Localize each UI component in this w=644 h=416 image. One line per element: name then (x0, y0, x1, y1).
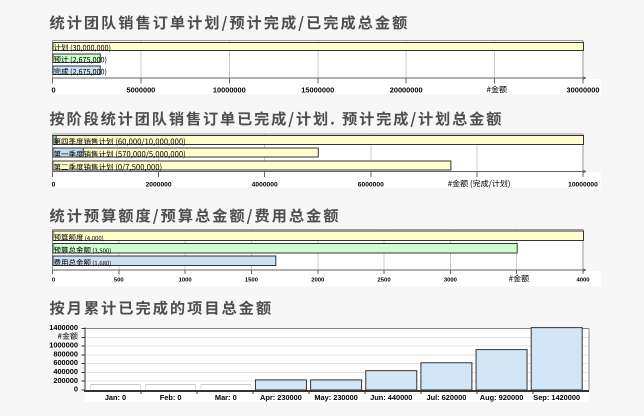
svg-text:800000: 800000 (53, 349, 78, 358)
svg-text:1500: 1500 (245, 277, 259, 283)
svg-text:Feb: 0: Feb: 0 (160, 393, 182, 402)
svg-text:2000000: 2000000 (146, 181, 172, 188)
svg-text:10000000: 10000000 (568, 181, 598, 188)
svg-text:Aug: 920000: Aug: 920000 (480, 393, 524, 402)
svg-text:0: 0 (52, 181, 56, 188)
svg-text:Jan: 0: Jan: 0 (105, 393, 126, 402)
svg-text:4000: 4000 (576, 277, 590, 283)
svg-text:30000000: 30000000 (567, 85, 600, 94)
svg-text:15000000: 15000000 (301, 85, 334, 94)
svg-text:200000: 200000 (53, 376, 78, 385)
svg-text:400000: 400000 (53, 367, 78, 376)
svg-text:1000: 1000 (179, 277, 193, 283)
svg-text:0: 0 (51, 85, 55, 94)
svg-text:Jun: 440000: Jun: 440000 (370, 393, 412, 402)
svg-text:20000000: 20000000 (390, 85, 423, 94)
svg-text:2500: 2500 (378, 277, 392, 283)
svg-text:0: 0 (52, 277, 56, 283)
svg-text:2000: 2000 (311, 277, 325, 283)
svg-text:3000: 3000 (444, 277, 458, 283)
svg-text:0: 0 (74, 385, 78, 394)
svg-text:600000: 600000 (53, 358, 78, 367)
svg-text:Sep: 1420000: Sep: 1420000 (533, 393, 580, 402)
svg-text:May: 230000: May: 230000 (314, 393, 358, 402)
svg-text:Jul: 620000: Jul: 620000 (426, 393, 466, 402)
svg-text:1400000: 1400000 (49, 323, 78, 332)
svg-text:Apr: 230000: Apr: 230000 (260, 393, 302, 402)
svg-text:Mar: 0: Mar: 0 (215, 393, 237, 402)
svg-text:6000000: 6000000 (358, 181, 384, 188)
svg-text:500: 500 (114, 277, 125, 283)
svg-text:4000000: 4000000 (252, 181, 278, 188)
svg-text:1000000: 1000000 (49, 341, 78, 350)
svg-text:10000000: 10000000 (213, 85, 246, 94)
svg-text:5000000: 5000000 (127, 85, 156, 94)
